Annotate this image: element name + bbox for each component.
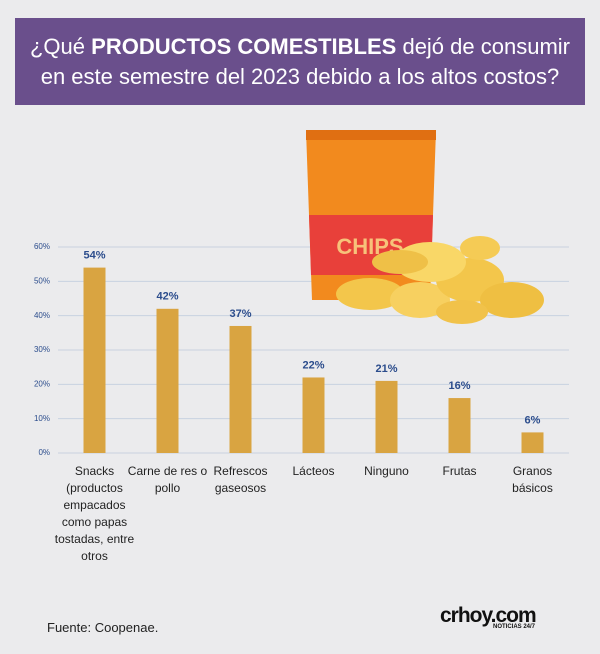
title: PRODUCTOS COMESTIBLES [91,34,397,59]
value-label: 21% [375,363,397,375]
title: dejó de consumir [402,34,570,59]
x-tick-label: Granos básicos [512,464,553,495]
chip [372,250,428,274]
value-label: 54% [83,250,105,262]
value-label: 37% [229,308,251,320]
chip [460,236,500,260]
value-label: 22% [302,359,324,371]
title: en este semestre del 2023 debido a los a… [40,64,560,89]
y-tick-label: 30% [34,345,50,354]
y-tick-label: 40% [34,311,50,320]
bag-top [306,130,436,140]
x-tick-label: Lácteos [292,464,335,478]
logo: crhoy.com [440,604,537,627]
chip [390,282,450,318]
bar [302,377,325,453]
x-tick-label: Ninguno [364,464,409,478]
value-label: 6% [525,414,541,426]
chip [436,300,488,324]
y-tick-label: 60% [34,242,50,251]
value-label: 42% [156,291,178,303]
y-tick-label: 20% [34,379,50,388]
x-tick-label: Frutas [442,464,477,478]
title-banner: ¿Qué PRODUCTOS COMESTIBLES dejó de consu… [15,18,585,105]
chip [336,278,404,310]
chips-illustration: CHIPS [306,130,544,324]
source: Fuente: Coopenae. [47,620,159,635]
bar [229,325,252,453]
bar [521,432,544,453]
title: ¿Qué [29,34,86,59]
y-tick-label: 0% [38,448,50,457]
bar [375,380,398,453]
bar [448,398,471,453]
bar [83,267,106,453]
x-tick-label: Refrescos gaseosos [213,464,268,495]
x-tick-label: Snacks (productos empacados como papas t… [54,464,135,563]
value-label: 16% [448,380,470,392]
bar [156,308,179,453]
logo-tagline: NOTICIAS 24/7 [493,624,536,630]
y-tick-label: 50% [34,276,50,285]
y-tick-label: 10% [34,414,50,423]
x-tick-label: Carne de res o pollo [127,464,208,495]
chip [480,282,544,318]
